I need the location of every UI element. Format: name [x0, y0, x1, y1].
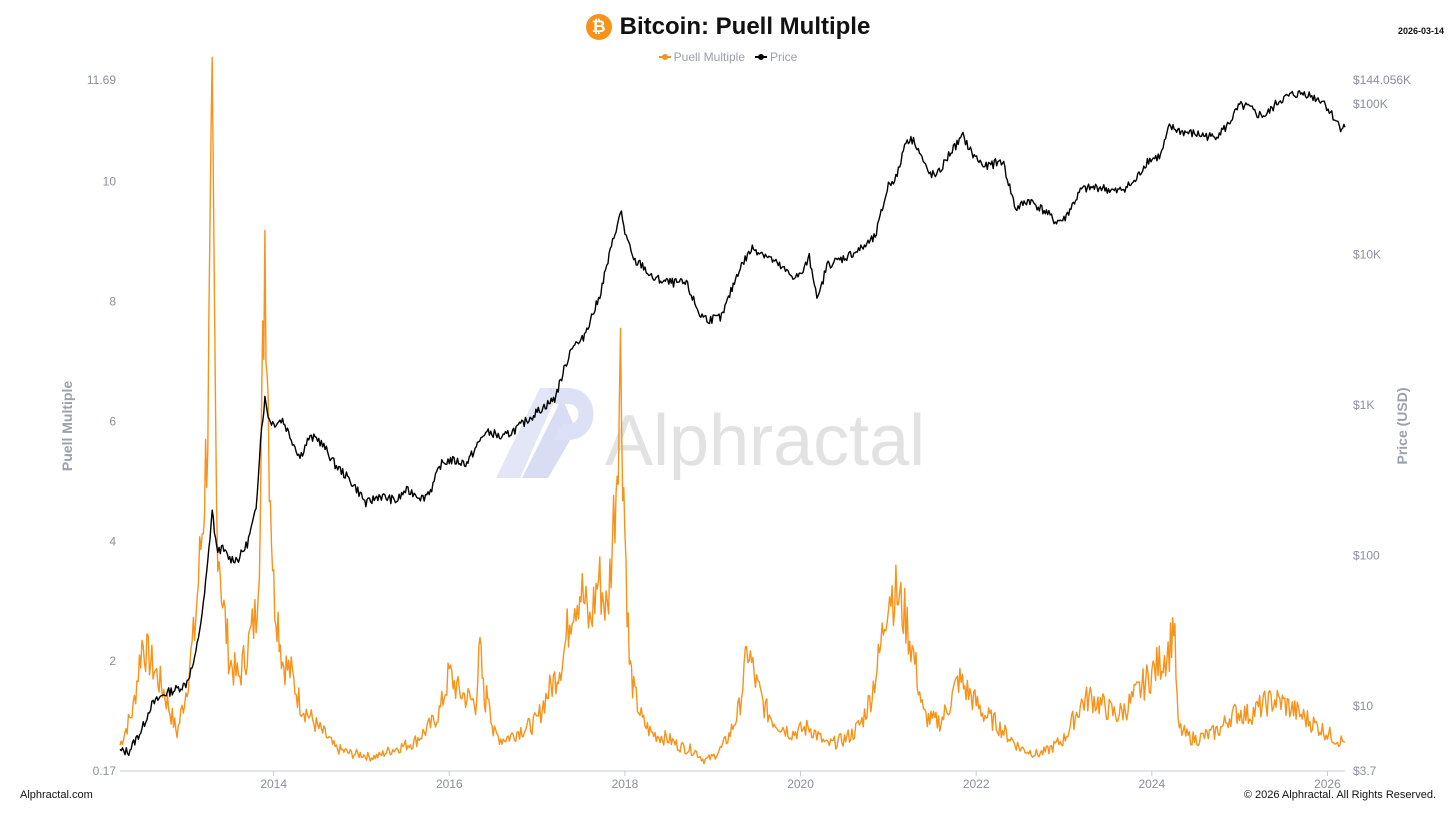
right-axis-title: Price (USD)	[1394, 387, 1410, 464]
report-date: 2026-03-14	[1397, 26, 1444, 36]
left-axis-ticks: 0.17 2 4 6 8 10 11.69	[87, 73, 116, 778]
series-line-price	[119, 90, 1346, 757]
left-axis-title: Puell Multiple	[59, 381, 75, 471]
x-tick-label: 2014	[260, 777, 287, 791]
x-tick-label: 2024	[1138, 777, 1165, 791]
footer-site-link[interactable]: Alphractal.com	[20, 789, 93, 801]
left-tick-label: 6	[109, 414, 116, 428]
chart-title: Bitcoin: Puell Multiple	[619, 13, 871, 40]
left-tick-label: 4	[109, 534, 116, 548]
series-line-puell-multiple	[119, 56, 1346, 765]
legend-label-price: Price	[770, 50, 798, 64]
right-tick-label: $3.7	[1353, 764, 1377, 778]
right-tick-label: $100	[1353, 548, 1380, 562]
legend-item-puell[interactable]: Puell Multiple	[658, 50, 746, 64]
footer-copyright: © 2026 Alphractal. All Rights Reserved.	[1243, 789, 1436, 801]
x-axis-ticks: 2014 2016 2018 2020 2022 2024 2026	[260, 771, 1341, 791]
left-tick-label: 10	[103, 174, 117, 188]
x-tick-label: 2016	[436, 777, 463, 791]
right-tick-label: $10	[1353, 699, 1373, 713]
x-tick-label: 2026	[1314, 777, 1341, 791]
legend-swatch-price	[755, 54, 768, 60]
left-tick-label: 8	[109, 294, 116, 308]
chart-header: ₿ Bitcoin: Puell Multiple	[0, 10, 1456, 44]
legend-item-price[interactable]: Price	[755, 50, 797, 64]
legend-label-puell: Puell Multiple	[673, 50, 746, 64]
chart-legend: Puell Multiple Price	[0, 50, 1456, 64]
right-tick-label: $1K	[1353, 398, 1374, 412]
left-tick-label: 0.17	[93, 764, 117, 778]
right-axis-ticks: $3.7 $10 $100 $1K $10K $100K $144.056K	[1353, 73, 1411, 778]
right-tick-label: $10K	[1353, 247, 1381, 261]
watermark: Alphractal	[496, 388, 925, 481]
x-tick-label: 2022	[963, 777, 990, 791]
legend-swatch-puell	[658, 54, 671, 60]
bitcoin-icon: ₿	[585, 14, 612, 40]
x-tick-label: 2018	[612, 777, 639, 791]
right-tick-label: $144.056K	[1353, 73, 1411, 87]
watermark-text: Alphractal	[605, 401, 925, 481]
left-tick-label: 11.69	[87, 73, 116, 87]
alphractal-logo-icon	[496, 388, 594, 478]
left-tick-label: 2	[109, 654, 116, 668]
x-tick-label: 2020	[787, 777, 814, 791]
right-tick-label: $100K	[1353, 97, 1388, 111]
